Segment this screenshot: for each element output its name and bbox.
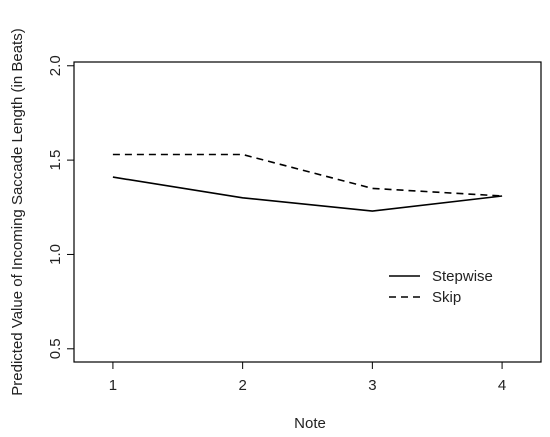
x-tick-label: 3 [368, 377, 376, 394]
legend-label-stepwise: Stepwise [432, 268, 493, 285]
y-axis: 0.5 1.0 1.5 2.0 [47, 55, 74, 359]
y-tick-label: 1.5 [47, 150, 64, 171]
series-layer [112, 153, 503, 212]
x-tick-label: 4 [498, 377, 506, 394]
x-tick-label: 2 [238, 377, 246, 394]
y-tick-label: 0.5 [47, 338, 64, 359]
y-tick-label: 1.0 [47, 244, 64, 265]
x-axis-label: Note [294, 415, 326, 432]
x-axis: 1 2 3 4 [109, 362, 506, 394]
y-tick-label: 2.0 [47, 55, 64, 76]
plot-frame [73, 61, 542, 363]
legend: Stepwise Skip [389, 268, 493, 306]
series-line-stepwise [112, 176, 503, 212]
series-line-skip [112, 153, 503, 197]
legend-label-skip: Skip [432, 289, 461, 306]
y-axis-label: Predicted Value of Incoming Saccade Leng… [9, 28, 26, 395]
x-tick-label: 1 [109, 377, 117, 394]
